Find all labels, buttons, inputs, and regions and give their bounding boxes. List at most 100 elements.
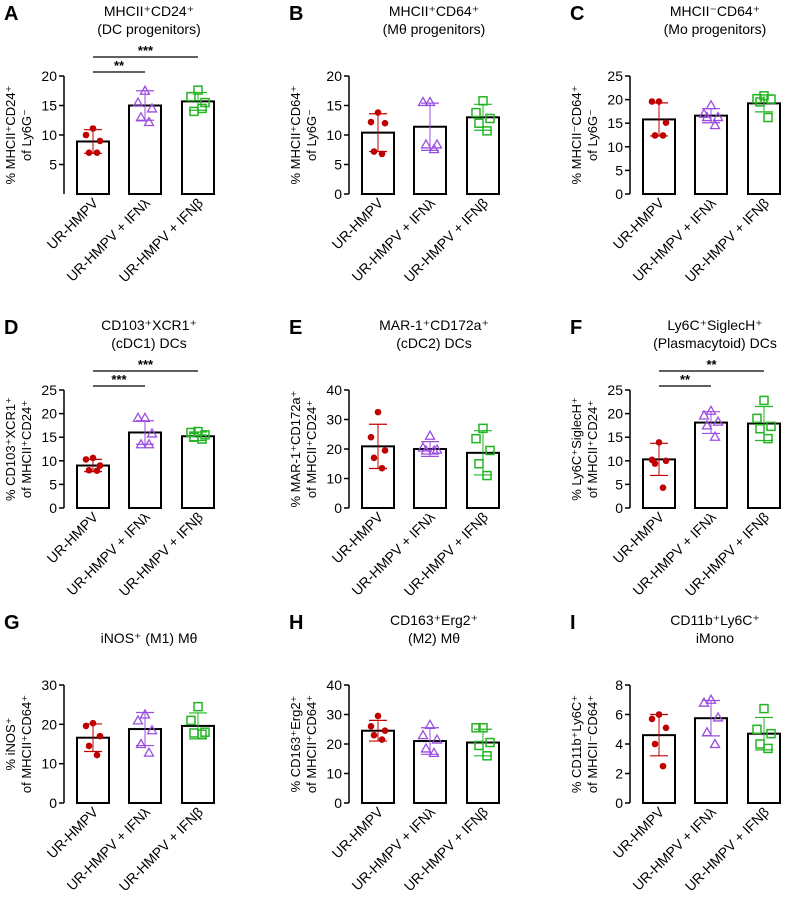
- data-point: [378, 736, 386, 743]
- y-axis-label: of MHCII⁺CD24⁺: [304, 400, 319, 498]
- y-tick-label: 25: [607, 68, 623, 84]
- y-tick-label: 10: [607, 453, 623, 469]
- y-tick-label: 20: [41, 68, 57, 84]
- y-tick-label: 10: [41, 127, 57, 143]
- y-tick-label: 30: [41, 677, 57, 693]
- data-point: [662, 119, 670, 127]
- data-point: [374, 712, 382, 720]
- bar: [466, 741, 500, 805]
- data-point: [471, 107, 481, 118]
- y-tick-label: 0: [334, 795, 342, 811]
- y-axis-label: of MHCII⁺CD24⁺: [19, 400, 34, 498]
- data-point: [143, 746, 155, 757]
- data-point: [381, 447, 389, 454]
- data-point: [431, 443, 443, 454]
- y-tick-label: 8: [615, 677, 623, 693]
- data-point: [474, 118, 484, 128]
- significance-label: ***: [111, 372, 127, 387]
- y-tick-label: 4: [615, 736, 623, 752]
- data-point: [471, 433, 481, 444]
- data-point: [766, 421, 776, 432]
- data-point: [766, 728, 776, 739]
- chart-title: MHCII⁺CD24⁺: [104, 3, 194, 19]
- data-point: [135, 438, 147, 449]
- data-point: [482, 751, 492, 761]
- data-point: [82, 456, 90, 463]
- y-tick-label: 15: [41, 98, 57, 114]
- data-point: [146, 427, 158, 438]
- data-point: [420, 444, 432, 455]
- chart-title: MHCII⁺CD64⁺: [389, 3, 479, 19]
- data-point: [701, 419, 713, 430]
- y-tick-label: 15: [326, 98, 342, 114]
- data-point: [197, 729, 207, 739]
- data-point: [139, 708, 151, 719]
- data-point: [381, 727, 389, 735]
- data-point: [712, 711, 724, 722]
- y-tick-label: 5: [49, 157, 57, 173]
- data-point: [89, 125, 97, 132]
- data-point: [428, 747, 440, 757]
- y-axis-label: % iNOS⁺: [3, 717, 18, 770]
- data-point: [417, 729, 429, 740]
- data-point: [763, 112, 773, 123]
- y-axis-label: of MHCII⁺CD24⁺: [585, 400, 600, 498]
- y-tick-label: 0: [49, 795, 57, 811]
- y-tick-label: 20: [41, 406, 57, 422]
- panel-letter: B: [289, 3, 303, 25]
- bar: [642, 458, 676, 510]
- data-point: [712, 415, 724, 426]
- significance-label: ***: [138, 43, 154, 58]
- y-axis-label: of MHCII⁺CD64⁺: [304, 695, 319, 793]
- data-point: [482, 470, 492, 481]
- y-tick-label: 20: [326, 441, 342, 457]
- data-point: [96, 732, 104, 740]
- data-point: [374, 408, 382, 416]
- data-point: [709, 738, 721, 749]
- data-point: [701, 726, 713, 737]
- chart-title: (cDC2) DCs: [396, 335, 471, 351]
- panel-C: C MHCII⁻CD64⁺ (Mo progenitors) 0 5 10 15 20 25 % …: [569, 3, 781, 285]
- panel-letter: E: [289, 317, 302, 339]
- data-point: [89, 719, 97, 727]
- y-tick-label: 10: [607, 139, 623, 155]
- panel-F: F Ly6C⁺SiglecH⁺ (Plasmacytoid) DCs 0 5 10 15 20…: [569, 317, 781, 599]
- y-tick-label: 40: [326, 382, 342, 398]
- data-point: [186, 91, 196, 102]
- bar: [413, 448, 447, 509]
- data-point: [662, 724, 670, 732]
- data-point: [485, 737, 495, 748]
- y-axis-label: of Ly6G⁻: [304, 109, 319, 161]
- chart-title: (Mθ progenitors): [383, 21, 486, 37]
- data-point: [89, 454, 97, 462]
- data-point: [655, 711, 663, 718]
- y-tick-label: 10: [326, 127, 342, 143]
- data-point: [193, 701, 203, 712]
- data-point: [755, 97, 765, 107]
- y-tick-label: 0: [334, 186, 342, 202]
- data-point: [85, 466, 93, 474]
- data-point: [197, 434, 207, 444]
- y-tick-label: 2: [615, 766, 623, 782]
- y-tick-label: 10: [326, 766, 342, 782]
- data-point: [482, 126, 492, 136]
- data-point: [424, 718, 436, 729]
- panel-letter: A: [4, 3, 18, 25]
- data-point: [705, 404, 717, 415]
- panel-letter: G: [4, 612, 20, 634]
- data-point: [709, 119, 721, 130]
- data-point: [485, 113, 495, 124]
- data-point: [197, 103, 207, 114]
- chart-title: iMono: [696, 630, 734, 646]
- data-point: [139, 84, 151, 95]
- chart-title: CD163⁺Erg2⁺: [390, 612, 478, 628]
- data-point: [755, 423, 765, 434]
- chart-title: MHCII⁻CD64⁺: [670, 3, 760, 19]
- y-tick-label: 20: [607, 406, 623, 422]
- y-tick-label: 15: [607, 115, 623, 131]
- y-tick-label: 20: [326, 68, 342, 84]
- data-point: [659, 132, 667, 139]
- data-point: [381, 119, 389, 127]
- panel-letter: H: [289, 612, 303, 634]
